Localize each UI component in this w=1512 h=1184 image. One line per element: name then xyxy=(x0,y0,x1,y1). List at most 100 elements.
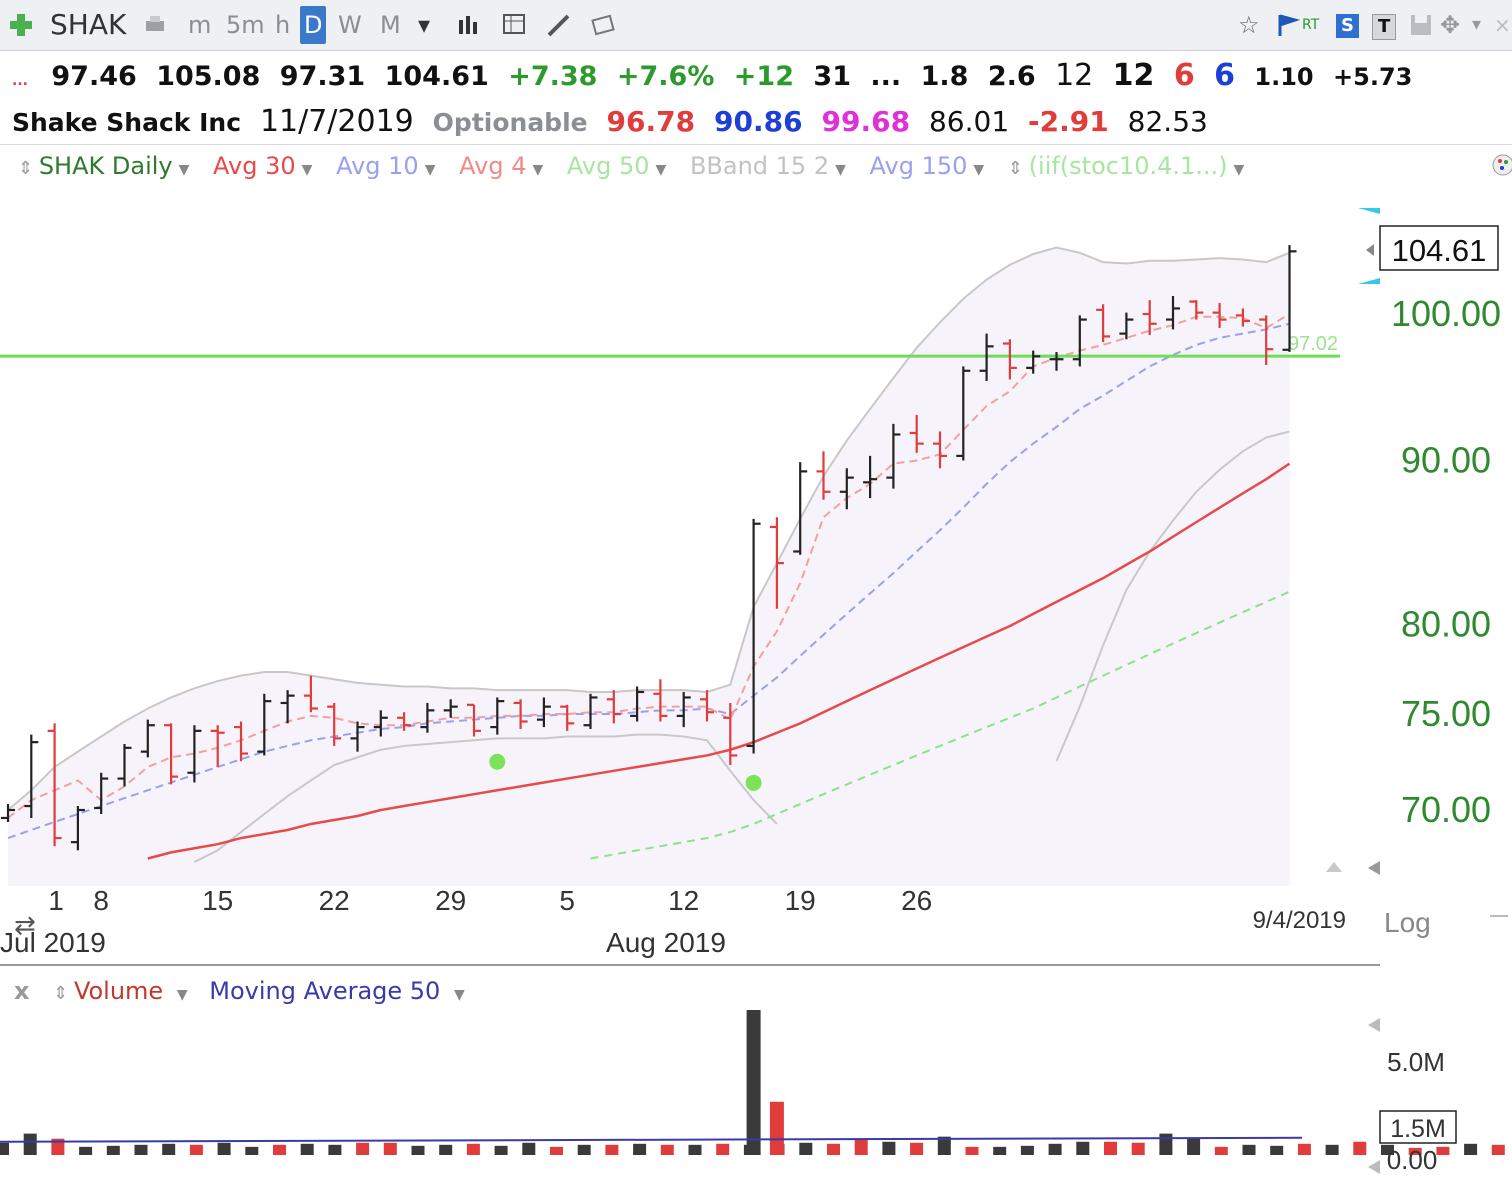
axis-collapse-icon[interactable] xyxy=(1368,1160,1380,1174)
stat-3: ... xyxy=(870,61,902,92)
company-name: Shake Shack Inc xyxy=(12,108,242,137)
chevron-down-icon[interactable]: ▼ xyxy=(532,162,544,178)
star-icon[interactable]: ☆ xyxy=(1238,11,1260,39)
chevron-down-icon[interactable]: ▼ xyxy=(1233,162,1245,178)
interval-dropdown-icon[interactable]: ▾ xyxy=(418,11,431,39)
volume-bar xyxy=(688,1144,702,1155)
indicator-legend: ⇕ SHAK Daily ▼ Avg 30 ▼ Avg 10 ▼ Avg 4 ▼ Avg… xyxy=(18,148,1260,184)
legend-avg150[interactable]: Avg 150 ▼ xyxy=(870,152,985,180)
bband-lower-line xyxy=(1055,430,1290,762)
save-icon[interactable] xyxy=(1408,12,1434,38)
stat-8: 6 xyxy=(1173,58,1195,93)
interval-w[interactable]: W xyxy=(338,11,362,39)
volume-bar xyxy=(494,1145,508,1155)
open-price: 97.46 xyxy=(51,61,137,92)
interval-h[interactable]: h xyxy=(275,11,291,39)
scroll-up-icon[interactable] xyxy=(1326,862,1342,872)
ohlc-bar xyxy=(47,723,62,847)
volume-bar xyxy=(716,1143,730,1155)
value-4: 86.01 xyxy=(928,105,1010,138)
legend-stoc[interactable]: ⇕ (iif(stoc10.4.1...) ▼ xyxy=(1008,152,1244,180)
volume-bar xyxy=(51,1138,65,1155)
chevron-down-icon[interactable]: ▼ xyxy=(301,162,313,178)
ohlc-bar xyxy=(1259,315,1274,365)
avg4-line xyxy=(7,313,1291,819)
chevron-down-icon[interactable]: ▼ xyxy=(835,162,846,178)
palette-icon[interactable] xyxy=(1490,152,1512,178)
note-icon[interactable] xyxy=(590,12,616,38)
chevron-down-icon[interactable]: ▼ xyxy=(178,162,190,178)
axis-collapse-icon[interactable] xyxy=(1368,1018,1380,1032)
ohlc-bar xyxy=(560,704,575,731)
refresh-icon[interactable]: ⇄ xyxy=(14,911,36,941)
stat-11: +5.73 xyxy=(1333,63,1413,91)
rt-badge[interactable]: RT xyxy=(1302,17,1320,33)
volume-bar xyxy=(79,1146,93,1155)
last-volume-value: 1.5M xyxy=(1390,1115,1446,1143)
ohlc-bar xyxy=(327,702,342,746)
chart-toolbar: SHAK m 5m h D W M ▾ ☆ RT S T ✥ ▾ × xyxy=(0,0,1512,51)
close-icon[interactable]: × xyxy=(1494,13,1511,37)
optionable-label: Optionable xyxy=(432,108,588,137)
interval-d[interactable]: D xyxy=(300,6,327,44)
chevron-down-icon[interactable]: ▼ xyxy=(176,987,188,1003)
legend-avg10-label: Avg 10 xyxy=(336,152,419,180)
high-price: 105.08 xyxy=(156,61,261,92)
ohlc-bar xyxy=(723,702,738,766)
chevron-down-icon[interactable]: ▼ xyxy=(973,162,985,178)
volume-close-icon[interactable]: x xyxy=(14,977,30,1005)
volume-label[interactable]: Volume xyxy=(73,977,164,1005)
interval-5m[interactable]: 5m xyxy=(226,11,265,39)
volume-bar xyxy=(633,1143,647,1155)
interval-mo[interactable]: M xyxy=(380,11,401,39)
add-chart-icon[interactable] xyxy=(8,12,34,38)
legend-avg4[interactable]: Avg 4 ▼ xyxy=(459,152,543,180)
month-label: Jul 2019 xyxy=(0,927,106,958)
ohlc-bar xyxy=(979,333,994,381)
print-icon[interactable] xyxy=(142,12,168,38)
interval-m[interactable]: m xyxy=(188,11,212,39)
ohlc-bar xyxy=(863,455,878,499)
symbol-label[interactable]: SHAK xyxy=(50,8,127,41)
move-icon[interactable]: ✥ xyxy=(1440,11,1461,39)
volume-tick-label: 5.0M xyxy=(1387,1047,1445,1077)
ohlc-bar xyxy=(187,725,202,783)
legend-avg10[interactable]: Avg 10 ▼ xyxy=(336,152,435,180)
legend-bband[interactable]: BBand 15 2 ▼ xyxy=(690,152,846,180)
reorder-icon[interactable]: ⇕ xyxy=(1007,158,1029,179)
volume-ma-label[interactable]: Moving Average 50 xyxy=(209,977,441,1005)
legend-series[interactable]: ⇕ SHAK Daily ▼ xyxy=(18,152,189,180)
flag-icon[interactable] xyxy=(1275,12,1301,38)
price-tick-label: 100.00 xyxy=(1391,293,1501,334)
volume-bar xyxy=(1436,1146,1450,1155)
volume-ma-line xyxy=(0,1136,1303,1143)
legend-avg30-label: Avg 30 xyxy=(213,152,296,180)
bar-chart-icon[interactable] xyxy=(456,12,482,38)
t-button[interactable]: T xyxy=(1372,14,1397,40)
volume-chart[interactable]: 5.0M 0.00 1.5M xyxy=(0,1005,1512,1184)
legend-avg50[interactable]: Avg 50 ▼ xyxy=(567,152,666,180)
pencil-icon[interactable] xyxy=(546,12,572,38)
legend-avg30[interactable]: Avg 30 ▼ xyxy=(213,152,312,180)
chevron-down-icon[interactable]: ▼ xyxy=(453,987,465,1003)
reorder-icon[interactable]: ⇕ xyxy=(53,983,74,1004)
menu-dropdown-icon[interactable]: ▾ xyxy=(1472,14,1482,35)
volume-bar xyxy=(1048,1143,1062,1155)
reorder-icon[interactable]: ⇕ xyxy=(18,158,39,179)
grid-icon[interactable] xyxy=(502,12,528,38)
volume-bar xyxy=(134,1144,148,1155)
ohlc-bar xyxy=(1002,339,1017,380)
log-scale-toggle[interactable]: Log xyxy=(1384,907,1431,938)
ohlc-bar xyxy=(94,772,109,814)
ohlc-bar xyxy=(70,806,85,851)
chevron-down-icon[interactable]: ▼ xyxy=(655,162,667,178)
ohlc-bar xyxy=(1072,315,1087,367)
date-tick-label: 29 xyxy=(435,885,466,916)
chevron-down-icon[interactable]: ▼ xyxy=(424,162,436,178)
s-button[interactable]: S xyxy=(1336,14,1359,38)
ohlc-bar xyxy=(420,702,435,733)
bband-upper-line xyxy=(7,246,1290,811)
volume-bar xyxy=(799,1142,813,1155)
axis-collapse-icon[interactable] xyxy=(1368,861,1380,875)
